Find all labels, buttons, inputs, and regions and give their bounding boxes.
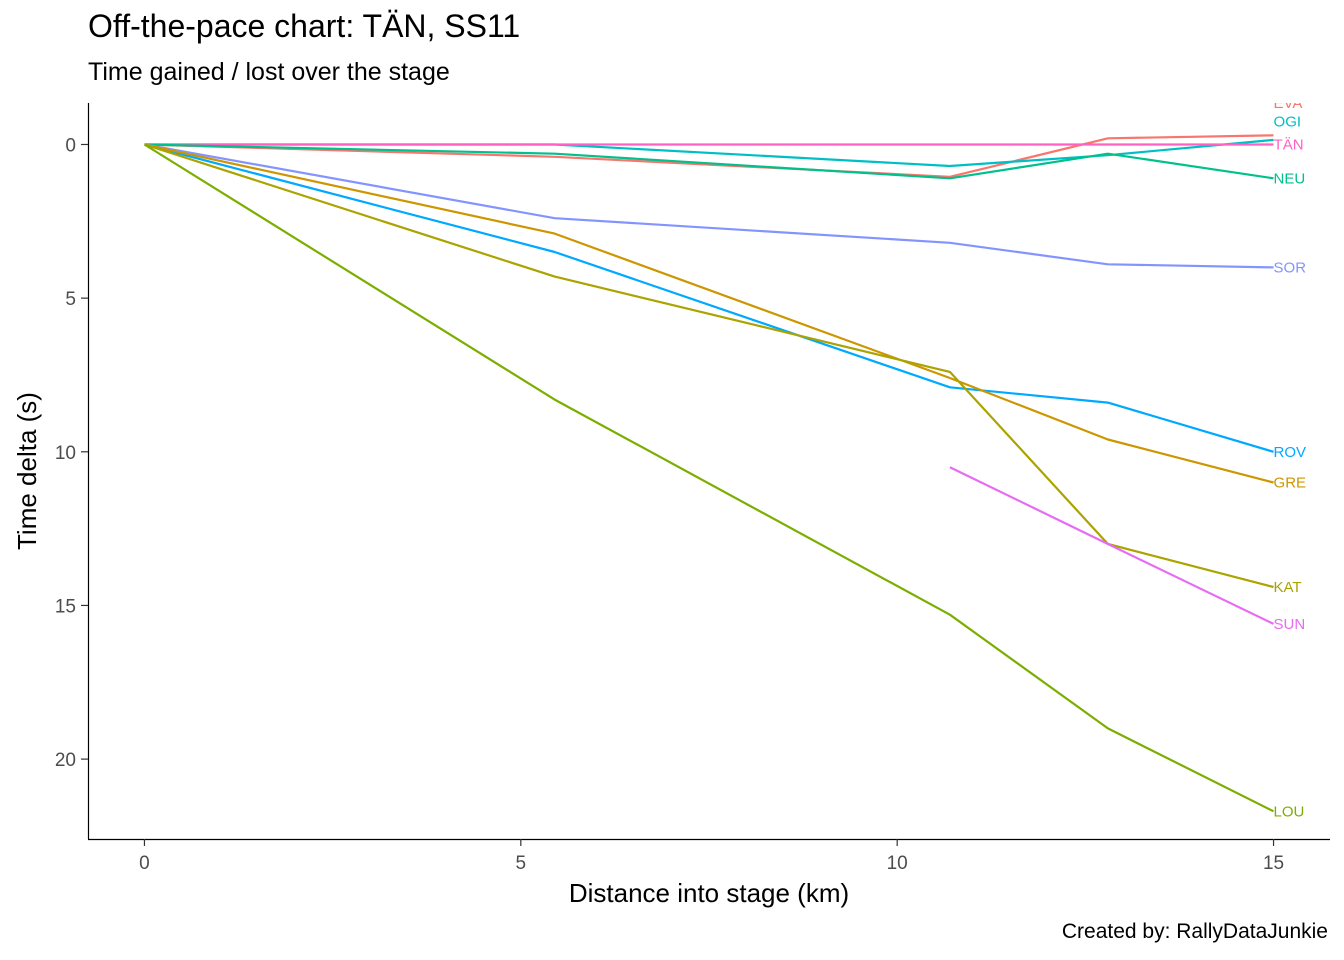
y-axis-title: Time delta (s)	[12, 392, 42, 550]
y-tick-label: 20	[55, 750, 76, 771]
series-line-lou	[143, 143, 1274, 813]
series-line-sun	[949, 466, 1274, 625]
y-tick-label: 0	[65, 135, 76, 156]
end-label-tan: TÄN	[1274, 136, 1304, 153]
series-line-eva	[144, 134, 1274, 178]
end-label-neu: NEU	[1274, 170, 1306, 187]
x-tick-label: 10	[887, 853, 908, 874]
series-line-rov	[144, 143, 1274, 453]
x-tick-label: 5	[516, 853, 527, 874]
end-label-lou: LOU	[1274, 803, 1305, 820]
x-axis-title: Distance into stage (km)	[569, 878, 849, 908]
series-line-kat	[144, 143, 1274, 589]
end-label-gre: GRE	[1274, 475, 1307, 492]
end-label-ogi: OGI	[1274, 113, 1302, 130]
chart-title: Off-the-pace chart: TÄN, SS11	[88, 8, 521, 44]
end-label-rov: ROV	[1274, 444, 1307, 461]
series-line-gre	[144, 143, 1274, 484]
x-tick-label: 15	[1263, 853, 1284, 874]
end-label-sun: SUN	[1274, 616, 1306, 633]
y-tick-label: 15	[55, 596, 76, 617]
axis-layer: 0 5 10 15 0 5 10 15 20	[55, 135, 1284, 874]
chart-subtitle: Time gained / lost over the stage	[88, 58, 450, 86]
end-label-kat: KAT	[1274, 579, 1302, 596]
y-tick-label: 10	[55, 443, 76, 464]
series-line-sor	[144, 143, 1274, 269]
x-tick-label: 0	[139, 853, 150, 874]
end-label-sor: SOR	[1274, 259, 1307, 276]
chart-caption: Created by: RallyDataJunkie	[1061, 920, 1328, 943]
series-line-neu	[144, 143, 1274, 180]
end-label-eva: EVA	[1274, 95, 1303, 112]
series-layer	[143, 134, 1274, 813]
y-tick-label: 5	[65, 289, 76, 310]
